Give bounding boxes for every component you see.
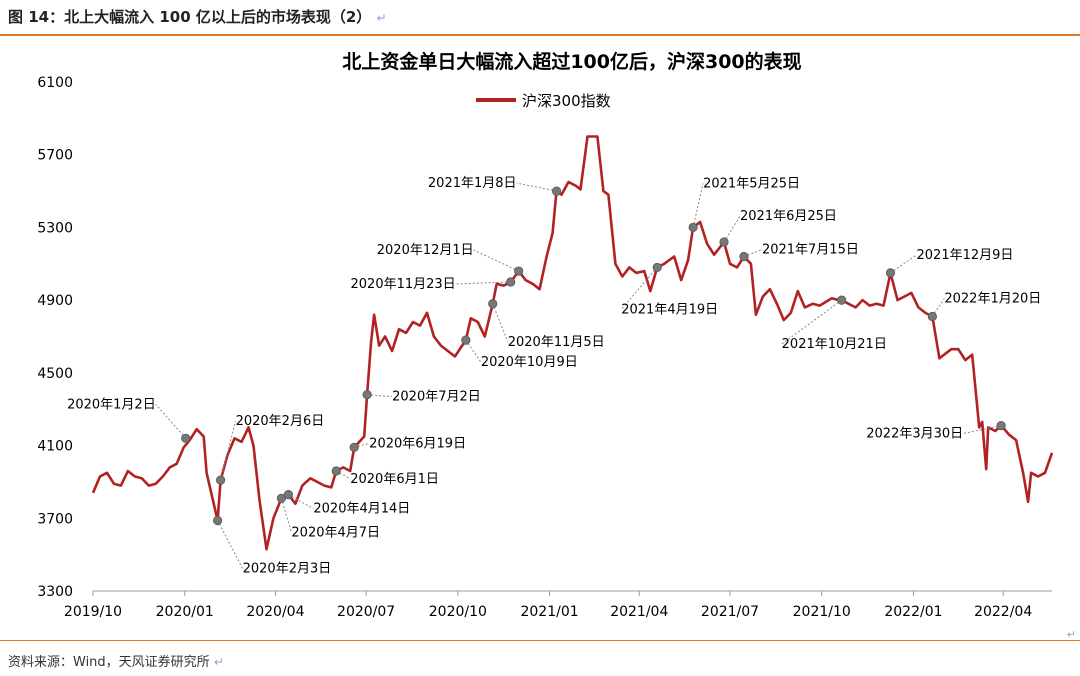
annotation-label: 2020年4月14日 (313, 502, 410, 517)
annotation-label: 2020年6月1日 (350, 472, 439, 487)
annotation-leader (692, 183, 704, 228)
chart-title: 北上资金单日大幅流入超过100亿后，沪深300的表现 (342, 50, 801, 73)
plot-area (91, 135, 1054, 551)
annotation-label: 2020年12月1日 (377, 243, 474, 258)
y-tick-label: 5300 (37, 220, 73, 236)
x-tick-label: 2020/07 (337, 604, 395, 620)
x-tick-label: 2021/01 (520, 604, 578, 620)
x-tick-label: 2019/10 (64, 604, 122, 620)
y-tick-label: 3700 (37, 511, 73, 527)
annotation-leader (516, 182, 557, 192)
annotation-label: 2021年12月9日 (917, 248, 1014, 263)
return-mark-icon: ↵ (213, 655, 224, 669)
annotation-point (181, 433, 191, 443)
legend: 沪深300指数 (476, 92, 611, 110)
annotation-leader (743, 249, 763, 257)
x-axis-ticks: 2019/10 2020/01 2020/04 2020/07 2020/10 2021/… (64, 591, 1032, 620)
y-tick-label: 3300 (37, 584, 73, 600)
y-tick-label: 6100 (37, 75, 73, 91)
series-line-hs300 (91, 135, 1054, 551)
x-tick-label: 2021/10 (793, 604, 851, 620)
legend-label: 沪深300指数 (522, 92, 611, 110)
annotation-leader (492, 303, 509, 342)
annotation-label: 2020年2月3日 (243, 561, 332, 576)
annotation-leader (335, 470, 351, 480)
annotation-point (551, 186, 562, 196)
annotation-point (283, 490, 293, 500)
y-tick-label: 4500 (37, 366, 73, 382)
annotations: 2020年1月2日 2020年2月3日 2020年2月6日 2020年4月7日 2020… (67, 176, 1041, 576)
annotation-label: 2020年1月2日 (67, 397, 156, 412)
y-tick-label: 4100 (37, 439, 73, 455)
annotation-point (488, 299, 498, 309)
x-tick-label: 2022/04 (974, 604, 1032, 620)
annotation-leader (963, 425, 1002, 435)
x-tick-label: 2020/04 (246, 604, 304, 620)
y-tick-label: 5700 (37, 148, 73, 164)
x-tick-label: 2021/04 (610, 604, 668, 620)
annotation-point (927, 311, 937, 322)
annotation-leader (620, 267, 658, 310)
x-tick-label: 2020/10 (429, 604, 487, 620)
annotation-leader (354, 442, 370, 448)
annotation-label: 2020年2月6日 (236, 414, 325, 429)
annotation-point (213, 515, 223, 526)
side-return-mark-icon: ↵ (1066, 628, 1076, 641)
x-tick-label: 2022/01 (884, 604, 942, 620)
x-tick-label: 2020/01 (156, 604, 214, 620)
annotation-point (719, 237, 729, 247)
annotation-point (514, 266, 524, 276)
annotation-point (739, 251, 749, 262)
annotation-label: 2021年5月25日 (703, 176, 800, 191)
annotation-leader (723, 215, 741, 243)
annotation-point (688, 222, 698, 233)
annotation-leader (217, 520, 244, 569)
annotation-label: 2020年10月9日 (481, 355, 578, 370)
annotation-point (216, 475, 226, 485)
annotation-leader (288, 494, 314, 510)
annotation-point (331, 466, 341, 476)
annotation-leader (455, 281, 511, 285)
figure-caption-text: 图 14：北上大幅流入 100 亿以上后的市场表现（2） (8, 8, 372, 26)
x-tick-label: 2021/07 (701, 604, 759, 620)
annotation-label: 2020年7月2日 (392, 390, 481, 405)
annotation-label: 2022年1月20日 (944, 292, 1041, 307)
annotation-leader (155, 403, 187, 439)
annotation-point (349, 442, 359, 452)
source-text: 资料来源：Wind，天风证券研究所 (8, 655, 210, 670)
annotation-leader (890, 254, 917, 274)
annotation-label: 2022年3月30日 (866, 427, 963, 442)
annotation-point (837, 295, 847, 305)
annotation-label: 2020年4月7日 (291, 525, 380, 540)
source-note: 资料来源：Wind，天风证券研究所 ↵ (8, 651, 224, 670)
annotation-label: 2020年11月5日 (508, 335, 605, 350)
annotation-point (461, 335, 471, 345)
annotation-point (362, 390, 372, 400)
annotation-label: 2021年1月8日 (428, 176, 517, 191)
return-mark-icon: ↵ (376, 11, 387, 25)
y-tick-label: 4900 (37, 293, 73, 309)
annotation-label: 2021年10月21日 (782, 337, 887, 352)
annotation-point (652, 262, 662, 273)
annotation-leader (473, 249, 519, 272)
annotation-label: 2020年6月19日 (369, 436, 466, 451)
annotation-point (506, 277, 516, 287)
annotation-label: 2021年4月19日 (621, 302, 718, 317)
annotation-label: 2020年11月23日 (351, 277, 456, 292)
header-divider (0, 34, 1080, 36)
figure-caption: 图 14：北上大幅流入 100 亿以上后的市场表现（2） ↵ (8, 6, 387, 27)
y-axis-ticks: 3300 3700 4100 4500 4900 5300 5700 6100 (37, 75, 73, 600)
annotation-leader (280, 498, 292, 533)
footer-divider (0, 640, 1080, 641)
line-chart: 北上资金单日大幅流入超过100亿后，沪深300的表现 沪深300指数 33003… (37, 50, 1054, 620)
annotation-point (996, 420, 1006, 431)
annotation-leader (781, 299, 842, 345)
annotation-point (885, 268, 896, 278)
annotation-label: 2021年6月25日 (740, 209, 837, 224)
annotation-label: 2021年7月15日 (762, 243, 859, 258)
